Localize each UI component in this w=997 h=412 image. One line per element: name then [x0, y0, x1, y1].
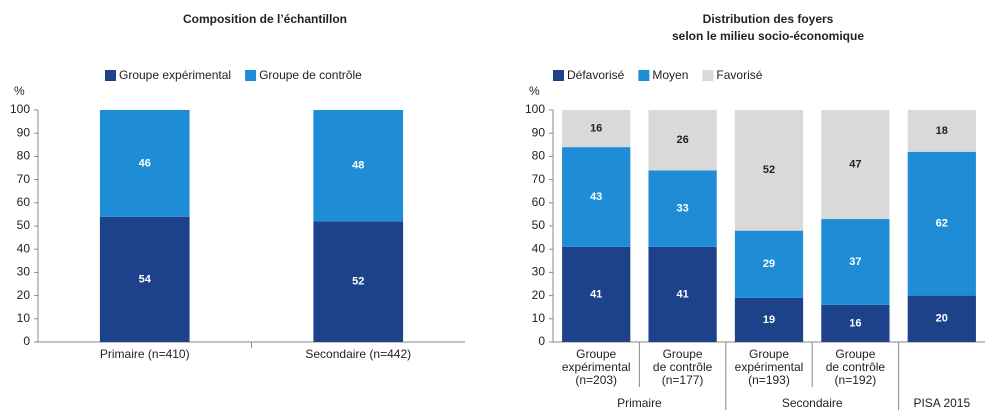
- x-tick-label: expérimental: [735, 360, 804, 374]
- bar-segment: [821, 219, 890, 305]
- x-tick-label: Groupe: [835, 347, 875, 361]
- data-label: 48: [352, 160, 364, 172]
- y-tick-label: 0: [23, 334, 30, 348]
- y-tick-label: 10: [17, 311, 31, 325]
- data-label: 18: [936, 125, 948, 137]
- legend-swatch: [245, 70, 257, 81]
- legend-label: Défavorisé: [567, 68, 625, 82]
- y-tick-label: 90: [532, 125, 546, 139]
- chart-title: Composition de l’échantillon: [183, 12, 347, 26]
- data-label: 41: [590, 288, 602, 300]
- bar-segment: [648, 170, 717, 247]
- data-label: 54: [139, 273, 152, 285]
- data-label: 26: [676, 134, 688, 146]
- group-label: Secondaire: [782, 396, 843, 410]
- x-tick-label: (n=193): [748, 373, 790, 387]
- y-tick-label: 50: [17, 218, 31, 232]
- data-label: 37: [849, 256, 861, 268]
- group-label: PISA 2015: [913, 396, 970, 410]
- data-label: 41: [676, 288, 688, 300]
- y-tick-label: 40: [532, 241, 546, 255]
- bar-segment: [907, 151, 976, 296]
- data-label: 16: [590, 122, 602, 134]
- bar-segment: [821, 110, 890, 220]
- data-label: 19: [763, 314, 775, 326]
- bar-segment: [99, 110, 190, 217]
- bar-segment: [907, 110, 976, 152]
- y-axis-label: %: [14, 84, 25, 98]
- y-tick-label: 0: [538, 334, 545, 348]
- y-tick-label: 80: [532, 149, 546, 163]
- x-tick-label: Groupe: [749, 347, 789, 361]
- y-tick-label: 30: [17, 265, 31, 279]
- bar-segment: [313, 110, 404, 222]
- bar-segment: [907, 295, 976, 342]
- legend-swatch: [638, 70, 650, 81]
- y-tick-label: 20: [17, 288, 31, 302]
- y-axis-label: %: [529, 84, 540, 98]
- y-tick-label: 70: [17, 172, 31, 186]
- legend-label: Groupe de contrôle: [259, 68, 362, 82]
- x-tick-label: Groupe: [576, 347, 616, 361]
- y-tick-label: 100: [10, 102, 30, 116]
- chart-title: Distribution des foyers: [703, 12, 834, 26]
- data-label: 47: [849, 158, 861, 170]
- y-tick-label: 90: [17, 125, 31, 139]
- x-tick-label: (n=203): [575, 373, 617, 387]
- data-label: 29: [763, 258, 775, 270]
- x-tick-label: Secondaire (n=442): [305, 347, 411, 361]
- data-label: 52: [763, 164, 775, 176]
- bar-segment: [313, 221, 404, 342]
- x-tick-label: (n=192): [835, 373, 877, 387]
- data-label: 52: [352, 276, 364, 288]
- data-label: 62: [936, 218, 948, 230]
- bar-segment: [648, 110, 717, 171]
- bar-segment: [734, 110, 804, 231]
- y-tick-label: 10: [532, 311, 546, 325]
- legend-swatch: [105, 70, 116, 81]
- x-tick-label: (n=177): [662, 373, 704, 387]
- x-tick-label: Groupe: [663, 347, 703, 361]
- y-tick-label: 60: [532, 195, 546, 209]
- bar-segment: [821, 304, 890, 342]
- y-tick-label: 20: [532, 288, 546, 302]
- data-label: 16: [849, 317, 861, 329]
- y-tick-label: 60: [17, 195, 31, 209]
- bar-segment: [734, 297, 804, 342]
- y-tick-label: 40: [17, 241, 31, 255]
- bar-segment: [562, 110, 631, 148]
- bar-segment: [648, 246, 717, 342]
- x-tick-label: Primaire (n=410): [100, 347, 190, 361]
- bar-segment: [562, 246, 631, 342]
- x-tick-label: expérimental: [562, 360, 631, 374]
- data-label: 46: [139, 157, 151, 169]
- y-tick-label: 50: [532, 218, 546, 232]
- y-tick-label: 100: [525, 102, 545, 116]
- x-tick-label: de contrôle: [653, 360, 713, 374]
- y-tick-label: 70: [532, 172, 546, 186]
- bar-segment: [99, 216, 190, 342]
- data-label: 33: [676, 203, 688, 215]
- data-label: 20: [936, 313, 948, 325]
- legend-label: Moyen: [652, 68, 688, 82]
- chart-title: selon le milieu socio-économique: [672, 29, 864, 43]
- y-tick-label: 80: [17, 149, 31, 163]
- data-label: 43: [590, 191, 602, 203]
- bar-segment: [562, 147, 631, 247]
- x-tick-label: de contrôle: [826, 360, 886, 374]
- legend-swatch: [553, 70, 564, 81]
- bar-segment: [734, 230, 804, 298]
- legend-label: Favorisé: [716, 68, 762, 82]
- group-label: Primaire: [617, 396, 662, 410]
- y-tick-label: 30: [532, 265, 546, 279]
- legend-swatch: [702, 70, 714, 81]
- legend-label: Groupe expérimental: [119, 68, 231, 82]
